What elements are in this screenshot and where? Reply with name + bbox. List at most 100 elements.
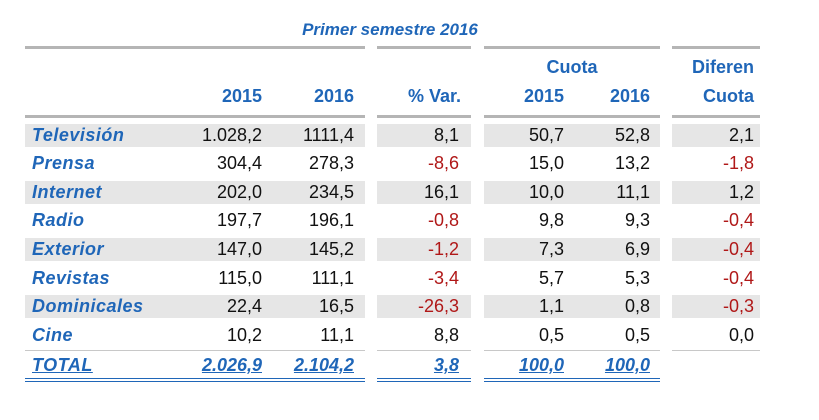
cell-var: -8,6	[427, 153, 459, 173]
cell-2015: 1.028,2	[201, 125, 262, 145]
cell-cuota-2016: 52,8	[614, 125, 650, 145]
cell-cuota-2015: 50,7	[528, 125, 564, 145]
cell-cuota-2016: 5,3	[624, 268, 650, 288]
row-label: Internet	[32, 182, 103, 202]
cell-2016: 16,5	[318, 296, 354, 316]
total-var: 3,8	[433, 355, 459, 375]
total-divider	[377, 350, 471, 351]
row-band	[672, 124, 760, 147]
cell-var: -3,4	[427, 268, 459, 288]
cell-diff: -0,4	[722, 268, 754, 288]
cell-cuota-2015: 5,7	[538, 268, 564, 288]
header-diferen: Diferen	[691, 57, 754, 77]
cell-var: -26,3	[417, 296, 459, 316]
cell-var: 8,8	[433, 325, 459, 345]
header-cuota-2016: 2016	[609, 86, 650, 106]
row-label: Revistas	[32, 268, 111, 288]
cell-2015: 115,0	[218, 268, 262, 288]
row-band	[377, 238, 471, 261]
cell-cuota-2015: 0,5	[538, 325, 564, 345]
cell-cuota-2015: 10,0	[528, 182, 564, 202]
total-double-underline	[25, 378, 365, 382]
total-2015: 2.026,9	[201, 355, 262, 375]
top-rule-diff	[672, 46, 760, 49]
cell-diff: -0,3	[722, 296, 754, 316]
cell-2015: 10,2	[226, 325, 262, 345]
row-band	[377, 181, 471, 204]
top-rule-main	[25, 46, 365, 49]
cell-cuota-2015: 7,3	[538, 239, 564, 259]
row-band	[25, 238, 365, 261]
cell-cuota-2015: 15,0	[528, 153, 564, 173]
row-band	[484, 124, 660, 147]
row-label: Prensa	[32, 153, 96, 173]
cell-2016: 145,2	[308, 239, 354, 259]
cell-2015: 147,0	[216, 239, 262, 259]
cell-cuota-2015: 9,8	[538, 210, 564, 230]
cell-2015: 197,7	[216, 210, 262, 230]
cell-cuota-2016: 0,5	[624, 325, 650, 345]
cell-2016: 196,1	[308, 210, 354, 230]
cell-var: 8,1	[433, 125, 459, 145]
header-rule-diff	[672, 115, 760, 118]
row-label: Dominicales	[32, 296, 144, 316]
table-title: Primer semestre 2016	[302, 20, 478, 39]
total-cuota-2016: 100,0	[604, 355, 650, 375]
row-band	[672, 238, 760, 261]
cell-diff: -0,4	[722, 210, 754, 230]
total-double-underline	[377, 378, 471, 382]
row-band	[25, 295, 365, 318]
header-var: % Var.	[407, 86, 461, 106]
cell-2016: 234,5	[308, 182, 354, 202]
header-cuota: Cuota	[546, 57, 598, 77]
cell-2016: 111,1	[311, 268, 354, 288]
row-band	[25, 181, 365, 204]
total-label: TOTAL	[32, 355, 93, 375]
cell-diff: -1,8	[722, 153, 754, 173]
header-rule-cuota	[484, 115, 660, 118]
cell-2015: 202,0	[216, 182, 262, 202]
row-band	[377, 295, 471, 318]
row-band	[484, 238, 660, 261]
row-label: Exterior	[32, 239, 105, 259]
total-2016: 2.104,2	[293, 355, 354, 375]
cell-2015: 304,4	[216, 153, 262, 173]
header-rule-var	[377, 115, 471, 118]
header-2015: 2015	[221, 86, 262, 106]
row-label: Cine	[32, 325, 74, 345]
cell-cuota-2016: 13,2	[614, 153, 650, 173]
header-cuota-diff: Cuota	[703, 86, 754, 106]
cell-var: -1,2	[427, 239, 459, 259]
cell-2016: 11,1	[320, 325, 354, 345]
cell-2015: 22,4	[226, 296, 262, 316]
total-double-underline	[484, 378, 660, 382]
cell-2016: 278,3	[308, 153, 354, 173]
row-band	[484, 295, 660, 318]
total-divider	[25, 350, 365, 351]
cell-diff: 0,0	[728, 325, 754, 345]
cell-var: -0,8	[427, 210, 459, 230]
cell-cuota-2016: 6,9	[624, 239, 650, 259]
cell-diff: 1,2	[728, 182, 754, 202]
row-band	[377, 124, 471, 147]
total-cuota-2015: 100,0	[518, 355, 564, 375]
top-rule-var	[377, 46, 471, 49]
cell-2016: 1111,4	[302, 125, 354, 145]
cell-var: 16,1	[423, 182, 459, 202]
cell-cuota-2016: 9,3	[624, 210, 650, 230]
header-2016: 2016	[313, 86, 354, 106]
row-band	[672, 181, 760, 204]
cell-diff: 2,1	[728, 125, 754, 145]
header-cuota-2015: 2015	[523, 86, 564, 106]
row-band	[484, 181, 660, 204]
total-divider	[484, 350, 660, 351]
header-rule-main	[25, 115, 365, 118]
cell-cuota-2016: 0,8	[624, 296, 650, 316]
row-label: Televisión	[32, 125, 125, 145]
row-band	[672, 295, 760, 318]
row-band	[25, 124, 365, 147]
total-divider	[672, 350, 760, 351]
cell-diff: -0,4	[722, 239, 754, 259]
top-rule-cuota	[484, 46, 660, 49]
cell-cuota-2015: 1,1	[538, 296, 564, 316]
